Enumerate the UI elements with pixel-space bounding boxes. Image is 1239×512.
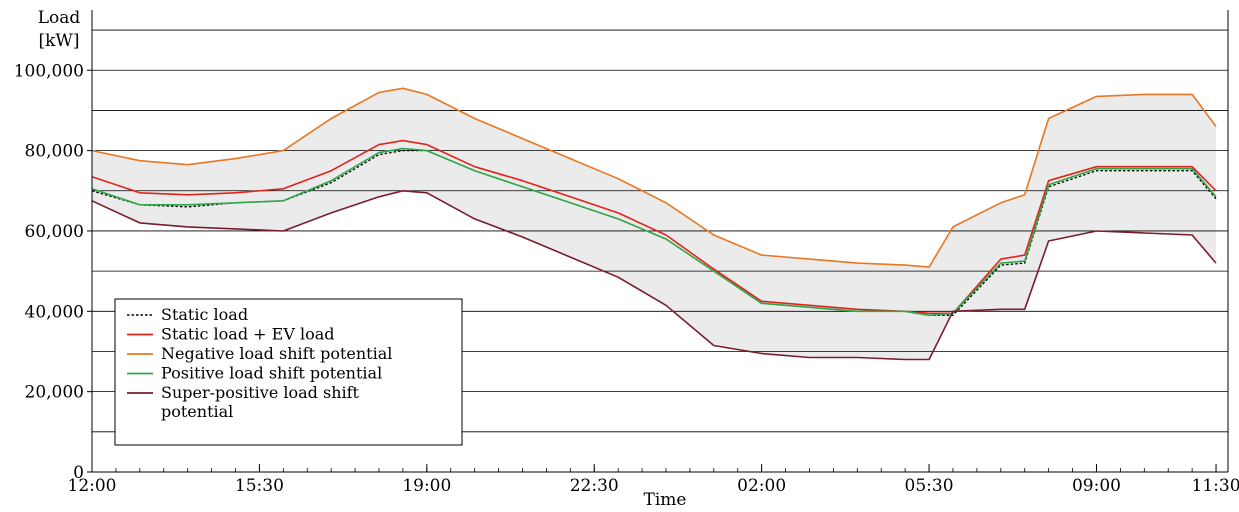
x-tick-label: 22:30 xyxy=(570,476,619,496)
series-line xyxy=(91,139,1217,315)
legend-label: Static load xyxy=(161,305,248,324)
y-axis-title-line1: Load xyxy=(38,8,81,28)
y-tick-label: 20,000 xyxy=(25,383,84,403)
series-lines xyxy=(91,87,1217,361)
series-line xyxy=(91,87,1217,268)
y-tick-label: 100,000 xyxy=(14,61,84,81)
x-tick-label: 15:30 xyxy=(235,476,284,496)
y-tick-label: 40,000 xyxy=(25,302,84,322)
series-line xyxy=(91,147,1217,317)
legend-label: Negative load shift potential xyxy=(161,344,392,363)
legend-label: Static load + EV load xyxy=(161,325,334,344)
x-tick-label: 19:00 xyxy=(402,476,451,496)
x-tick-label: 12:00 xyxy=(68,476,117,496)
series-line xyxy=(91,190,1217,361)
legend-label: Positive load shift potential xyxy=(161,364,382,383)
axes: 12:00 15:30 19:00 22:30 02:00 05:30 09:00 11:30… xyxy=(14,8,1239,510)
x-tick-label: 05:30 xyxy=(905,476,954,496)
legend-label-continued: potential xyxy=(161,402,233,421)
legend-label: Super-positive load shift xyxy=(161,383,360,402)
y-tick-label: 0 xyxy=(73,463,84,483)
x-tick-label: 02:00 xyxy=(737,476,786,496)
y-axis-title-line2: [kW] xyxy=(38,31,79,51)
y-tick-label: 80,000 xyxy=(25,142,84,162)
x-axis-title: Time xyxy=(644,490,687,510)
x-tick-label: 11:30 xyxy=(1192,476,1239,496)
y-tick-label: 60,000 xyxy=(25,222,84,242)
x-tick-label: 09:00 xyxy=(1072,476,1121,496)
legend-box xyxy=(114,298,463,446)
